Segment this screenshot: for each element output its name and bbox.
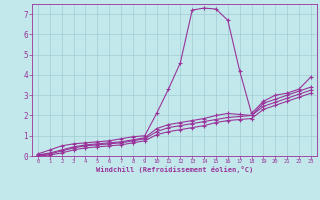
X-axis label: Windchill (Refroidissement éolien,°C): Windchill (Refroidissement éolien,°C) xyxy=(96,166,253,173)
